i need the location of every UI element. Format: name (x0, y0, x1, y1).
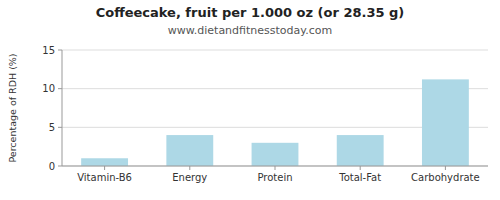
y-tick (58, 127, 62, 128)
bar (81, 158, 128, 166)
x-tick-label: Carbohydrate (411, 172, 480, 183)
x-tick (360, 166, 361, 170)
y-tick-label: 0 (49, 161, 55, 172)
bar (422, 79, 469, 166)
x-tick (275, 166, 276, 170)
y-axis-line (62, 50, 63, 166)
y-tick-label: 15 (42, 45, 55, 56)
y-axis-label: Percentage of RDH (%) (7, 53, 18, 162)
y-tick (58, 166, 62, 167)
bar (252, 143, 299, 166)
grid-line (62, 50, 488, 51)
bar (337, 135, 384, 166)
x-tick-label: Vitamin-B6 (77, 172, 132, 183)
title: Coffeecake, fruit per 1.000 oz (or 28.35… (96, 5, 405, 20)
x-tick (189, 166, 190, 170)
x-tick-label: Energy (172, 172, 207, 183)
subtitle: www.dietandfitnesstoday.com (168, 24, 332, 37)
chart-container: Coffeecake, fruit per 1.000 oz (or 28.35… (0, 0, 500, 200)
grid (62, 50, 488, 166)
x-tick-label: Protein (257, 172, 292, 183)
y-tick-label: 10 (42, 83, 55, 94)
y-tick (58, 50, 62, 51)
bars (81, 79, 469, 166)
y-tick (58, 88, 62, 89)
x-tick (104, 166, 105, 170)
bar (166, 135, 213, 166)
y-tick-label: 5 (49, 122, 55, 133)
x-tick-label: Total-Fat (338, 172, 381, 183)
x-tick (445, 166, 446, 170)
chart-svg: Coffeecake, fruit per 1.000 oz (or 28.35… (0, 0, 500, 200)
